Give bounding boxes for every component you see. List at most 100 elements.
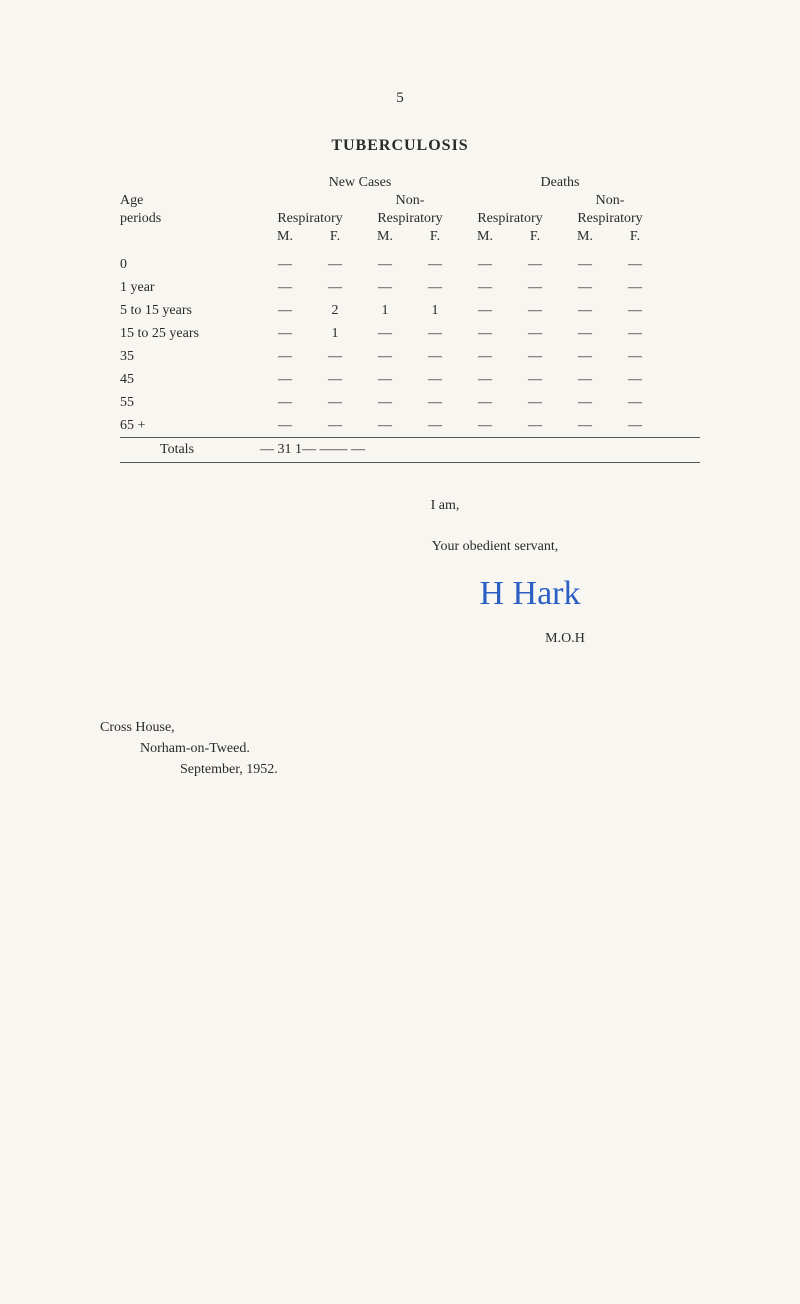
cell-value: — xyxy=(310,395,360,411)
value-pair: —— xyxy=(560,257,660,273)
mf-m: M. xyxy=(460,229,510,245)
cell-value: — xyxy=(510,280,560,296)
cell-value: — xyxy=(260,280,310,296)
age-cell: 1 year xyxy=(120,280,260,296)
col-respiratory-1b: Respiratory xyxy=(260,211,360,227)
cell-value: — xyxy=(560,395,610,411)
cell-value: — xyxy=(510,349,560,365)
totals-nr1f: 1 xyxy=(295,442,302,457)
cell-value: — xyxy=(560,326,610,342)
cell-value: — xyxy=(610,257,660,273)
value-pair: —— xyxy=(260,280,360,296)
value-pair: —— xyxy=(560,303,660,319)
table-row: 0———————— xyxy=(120,253,700,276)
cell-value: — xyxy=(460,372,510,388)
cell-value: — xyxy=(410,326,460,342)
cell-value: — xyxy=(460,257,510,273)
cell-value: — xyxy=(510,395,560,411)
address-line-2: Norham-on-Tweed. xyxy=(140,738,700,759)
table-group-header-2: periods Respiratory Respiratory Respirat… xyxy=(120,211,700,227)
col-respiratory-2b: Respiratory xyxy=(460,211,560,227)
cell-value: — xyxy=(510,326,560,342)
cell-value: — xyxy=(260,418,310,434)
value-pair: —— xyxy=(460,418,560,434)
cell-value: — xyxy=(360,418,410,434)
value-pair: —— xyxy=(360,349,460,365)
cell-value: — xyxy=(610,349,660,365)
cell-value: — xyxy=(610,372,660,388)
totals-nr2m: — xyxy=(334,442,348,457)
value-pair: —— xyxy=(460,326,560,342)
address-line-1: Cross House, xyxy=(100,717,700,738)
table-row: 65 +———————— xyxy=(120,414,700,437)
age-label-2: periods xyxy=(120,211,260,227)
cell-value: — xyxy=(610,280,660,296)
cell-value: — xyxy=(610,418,660,434)
table-row: 55———————— xyxy=(120,391,700,414)
cell-value: — xyxy=(360,395,410,411)
mf-f: F. xyxy=(310,229,360,245)
tuberculosis-table: New Cases Deaths Age Non- Non- periods R… xyxy=(120,175,700,463)
cell-value: — xyxy=(360,372,410,388)
age-label-1: Age xyxy=(120,193,260,209)
age-cell: 45 xyxy=(120,372,260,388)
cell-value: — xyxy=(510,372,560,388)
age-cell: 15 to 25 years xyxy=(120,326,260,342)
totals-row: Totals — 3 1 1 — — — — xyxy=(120,437,700,463)
totals-label: Totals xyxy=(120,442,260,458)
value-pair: —— xyxy=(260,418,360,434)
value-pair: —— xyxy=(460,372,560,388)
value-pair: —— xyxy=(460,280,560,296)
age-cell: 5 to 15 years xyxy=(120,303,260,319)
closing-i-am: I am, xyxy=(190,498,700,514)
value-pair: —— xyxy=(560,349,660,365)
value-pair: —— xyxy=(360,280,460,296)
cell-value: — xyxy=(510,418,560,434)
table-row: 1 year———————— xyxy=(120,276,700,299)
cell-value: — xyxy=(260,372,310,388)
table-super-header: New Cases Deaths xyxy=(120,175,700,191)
section-title: TUBERCULOSIS xyxy=(100,137,700,155)
signature: H Hark xyxy=(360,575,700,613)
cell-value: — xyxy=(310,418,360,434)
cell-value: — xyxy=(460,395,510,411)
table-group-header: Age Non- Non- xyxy=(120,193,700,209)
page-number: 5 xyxy=(100,90,700,107)
closing-section: I am, Your obedient servant, H Hark M.O.… xyxy=(100,498,700,647)
value-pair: —— xyxy=(360,395,460,411)
cell-value: 1 xyxy=(410,303,460,319)
table-mf-header: M. F. M. F. M. F. M. F. xyxy=(120,229,700,245)
mf-f: F. xyxy=(510,229,560,245)
value-pair: —— xyxy=(360,326,460,342)
cell-value: — xyxy=(360,257,410,273)
cell-value: — xyxy=(310,349,360,365)
cell-value: — xyxy=(410,349,460,365)
value-pair: —— xyxy=(260,257,360,273)
cell-value: — xyxy=(260,326,310,342)
cell-value: — xyxy=(460,418,510,434)
cell-value: — xyxy=(610,395,660,411)
closing-obedient: Your obedient servant, xyxy=(290,539,700,555)
mf-m: M. xyxy=(260,229,310,245)
header-deaths: Deaths xyxy=(460,175,660,191)
value-pair: 11 xyxy=(360,303,460,319)
totals-r2f: — xyxy=(320,442,334,457)
cell-value: 2 xyxy=(310,303,360,319)
cell-value: — xyxy=(560,372,610,388)
cell-value: — xyxy=(260,257,310,273)
cell-value: — xyxy=(610,303,660,319)
col-non-respiratory-2-top: Non- xyxy=(560,193,660,209)
value-pair: —— xyxy=(560,418,660,434)
value-pair: —— xyxy=(360,418,460,434)
cell-value: — xyxy=(410,395,460,411)
totals-nr2f: — xyxy=(351,442,365,457)
age-cell: 35 xyxy=(120,349,260,365)
totals-r1m: — xyxy=(260,442,274,457)
cell-value: — xyxy=(260,395,310,411)
cell-value: — xyxy=(460,349,510,365)
totals-r2m: — xyxy=(302,442,316,457)
cell-value: — xyxy=(260,349,310,365)
value-pair: —— xyxy=(560,280,660,296)
totals-r1f: 3 xyxy=(278,442,285,457)
cell-value: — xyxy=(410,257,460,273)
